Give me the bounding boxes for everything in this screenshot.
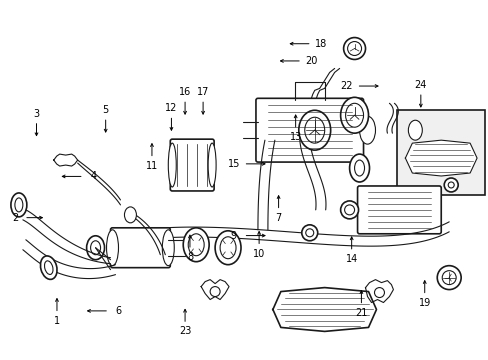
Ellipse shape [447, 182, 453, 188]
FancyBboxPatch shape [397, 110, 484, 195]
Ellipse shape [90, 241, 101, 255]
Ellipse shape [44, 261, 53, 274]
Polygon shape [365, 280, 393, 302]
Text: 8: 8 [186, 252, 193, 262]
Text: 1: 1 [54, 316, 60, 325]
Ellipse shape [106, 230, 118, 266]
Ellipse shape [359, 116, 375, 144]
Ellipse shape [340, 201, 358, 219]
Text: 20: 20 [305, 56, 317, 66]
Text: 4: 4 [90, 171, 96, 181]
Text: 6: 6 [116, 306, 122, 316]
Text: 5: 5 [102, 105, 108, 115]
Ellipse shape [301, 225, 317, 241]
Ellipse shape [359, 188, 371, 232]
Text: 7: 7 [275, 213, 281, 222]
FancyBboxPatch shape [357, 186, 440, 234]
Ellipse shape [168, 143, 176, 187]
Ellipse shape [304, 117, 324, 143]
Text: 22: 22 [340, 81, 352, 91]
FancyBboxPatch shape [170, 139, 214, 191]
Text: 14: 14 [345, 254, 357, 264]
Ellipse shape [258, 100, 273, 160]
Ellipse shape [298, 110, 330, 150]
Ellipse shape [340, 97, 368, 133]
Ellipse shape [354, 160, 364, 176]
Ellipse shape [210, 287, 220, 297]
Ellipse shape [344, 205, 354, 215]
Text: 21: 21 [354, 308, 367, 318]
Text: 2: 2 [12, 213, 19, 222]
Text: 9: 9 [230, 231, 236, 240]
Text: 19: 19 [418, 298, 430, 308]
Ellipse shape [208, 143, 216, 187]
FancyBboxPatch shape [110, 228, 170, 268]
Ellipse shape [220, 237, 236, 259]
Ellipse shape [215, 231, 241, 265]
Ellipse shape [11, 193, 27, 217]
Ellipse shape [183, 228, 209, 262]
Ellipse shape [349, 154, 369, 182]
Ellipse shape [427, 188, 438, 232]
Polygon shape [272, 288, 376, 332]
Ellipse shape [15, 198, 23, 212]
Ellipse shape [41, 256, 57, 279]
Ellipse shape [407, 120, 422, 140]
Text: 11: 11 [145, 161, 158, 171]
Ellipse shape [436, 266, 460, 289]
Text: 3: 3 [33, 109, 40, 119]
Text: 23: 23 [179, 326, 191, 336]
Ellipse shape [345, 100, 361, 160]
Text: 12: 12 [165, 103, 177, 113]
Polygon shape [405, 140, 476, 176]
Ellipse shape [124, 207, 136, 223]
Ellipse shape [86, 236, 104, 260]
FancyBboxPatch shape [255, 98, 363, 162]
Ellipse shape [188, 234, 203, 256]
Text: 17: 17 [197, 87, 209, 97]
Text: 16: 16 [179, 87, 191, 97]
Text: 24: 24 [414, 80, 426, 90]
Ellipse shape [162, 230, 174, 266]
Text: 10: 10 [252, 248, 264, 258]
Ellipse shape [343, 37, 365, 59]
Ellipse shape [347, 41, 361, 55]
Ellipse shape [443, 178, 457, 192]
Polygon shape [201, 280, 228, 300]
Text: 15: 15 [227, 159, 240, 169]
Polygon shape [54, 154, 78, 166]
Text: 13: 13 [289, 132, 301, 142]
Text: 18: 18 [315, 39, 327, 49]
Ellipse shape [345, 103, 363, 127]
Ellipse shape [374, 288, 384, 298]
Ellipse shape [441, 271, 455, 285]
Ellipse shape [305, 229, 313, 237]
